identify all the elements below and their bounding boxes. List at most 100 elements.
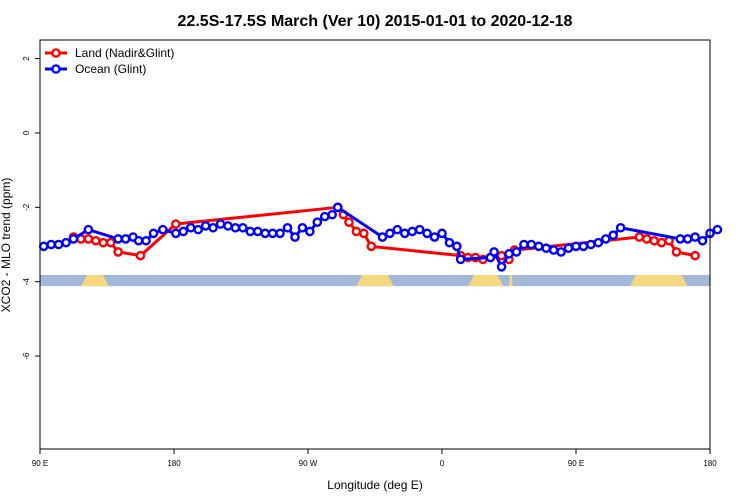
data-point bbox=[113, 234, 123, 244]
data-point bbox=[46, 239, 56, 250]
data-point bbox=[656, 237, 667, 248]
y-tick-label: 2 bbox=[22, 56, 31, 61]
data-point bbox=[608, 230, 619, 241]
data-point bbox=[238, 222, 248, 233]
data-point bbox=[489, 247, 499, 257]
data-point bbox=[98, 237, 109, 248]
data-point bbox=[533, 241, 544, 252]
land-band bbox=[80, 274, 109, 287]
data-point bbox=[200, 221, 211, 231]
data-point bbox=[571, 241, 581, 252]
data-point bbox=[113, 247, 123, 257]
x-tick-label: 90 E bbox=[568, 459, 584, 468]
plot-frame bbox=[39, 39, 711, 450]
data-point bbox=[359, 228, 369, 239]
data-point bbox=[193, 224, 203, 235]
data-point bbox=[671, 247, 682, 257]
x-tick-label: 180 bbox=[167, 459, 181, 468]
y-axis-label: XCO2 - MLO trend (ppm) bbox=[0, 178, 13, 313]
data-point bbox=[83, 234, 94, 244]
data-point bbox=[245, 226, 256, 237]
legend: Land (Nadir&Glint) Ocean (Glint) bbox=[45, 46, 174, 76]
data-point bbox=[399, 228, 410, 239]
data-point bbox=[615, 222, 626, 233]
data-point bbox=[252, 226, 263, 237]
data-point bbox=[690, 250, 700, 261]
data-point bbox=[171, 228, 181, 239]
data-point bbox=[712, 224, 723, 235]
data-point bbox=[392, 224, 403, 235]
data-point bbox=[422, 228, 432, 239]
land-band bbox=[468, 274, 504, 287]
data-point bbox=[185, 222, 196, 233]
data-point bbox=[578, 241, 589, 252]
data-point bbox=[437, 228, 447, 239]
data-point bbox=[377, 232, 388, 242]
x-axis-ticks: 90 E 180 90 W 0 90 E 180 bbox=[32, 449, 717, 468]
land-band bbox=[509, 274, 513, 287]
data-point bbox=[135, 250, 146, 261]
data-point bbox=[215, 219, 226, 229]
data-point bbox=[344, 217, 354, 227]
data-point bbox=[649, 235, 659, 246]
data-point bbox=[275, 228, 285, 239]
data-point bbox=[563, 243, 574, 254]
data-point bbox=[593, 237, 604, 248]
y-tick-label: -6 bbox=[22, 352, 31, 360]
data-point bbox=[366, 241, 377, 252]
data-point bbox=[53, 239, 64, 250]
data-point bbox=[541, 243, 552, 254]
data-point bbox=[141, 235, 151, 246]
data-point bbox=[444, 237, 455, 248]
data-series bbox=[38, 202, 723, 272]
data-point bbox=[105, 237, 116, 248]
data-point bbox=[319, 211, 330, 222]
data-point bbox=[312, 217, 323, 227]
x-tick-label: 0 bbox=[440, 459, 445, 468]
data-point bbox=[158, 224, 168, 235]
x-axis-label: Longitude (deg E) bbox=[327, 478, 422, 492]
x-tick-label: 180 bbox=[703, 459, 717, 468]
x-tick-label: 90 E bbox=[32, 459, 48, 468]
data-point bbox=[61, 237, 71, 248]
data-point bbox=[586, 239, 596, 250]
data-point bbox=[385, 228, 395, 239]
data-point bbox=[38, 241, 49, 252]
y-axis-ticks: 2 0 -2 -4 -6 bbox=[22, 56, 40, 360]
data-point bbox=[556, 247, 566, 257]
y-tick-label: -4 bbox=[22, 278, 31, 286]
chart-title: 22.5S-17.5S March (Ver 10) 2015-01-01 to… bbox=[178, 13, 573, 30]
data-point bbox=[414, 224, 425, 235]
series-1 bbox=[38, 202, 723, 272]
data-point bbox=[697, 235, 708, 246]
legend-label: Ocean (Glint) bbox=[75, 62, 146, 76]
data-point bbox=[351, 226, 362, 237]
data-point bbox=[230, 222, 241, 233]
y-tick-label: -2 bbox=[22, 203, 31, 211]
data-point bbox=[68, 234, 79, 244]
data-point bbox=[496, 250, 507, 261]
data-point bbox=[282, 222, 293, 233]
data-point bbox=[91, 235, 101, 246]
data-point bbox=[548, 245, 559, 255]
data-point bbox=[429, 232, 440, 242]
data-point bbox=[452, 241, 462, 252]
legend-marker bbox=[51, 64, 61, 74]
data-point bbox=[290, 232, 300, 242]
data-point bbox=[682, 234, 693, 244]
data-point bbox=[133, 235, 144, 246]
data-point bbox=[455, 254, 466, 265]
x-tick-label: 90 W bbox=[299, 459, 318, 468]
data-point bbox=[600, 234, 611, 244]
data-point bbox=[208, 222, 218, 233]
data-point bbox=[496, 262, 507, 272]
data-point bbox=[504, 248, 514, 259]
data-point bbox=[327, 209, 337, 220]
surface-type-strip bbox=[40, 274, 710, 287]
data-point bbox=[305, 226, 315, 237]
data-point bbox=[634, 232, 645, 242]
legend-label: Land (Nadir&Glint) bbox=[75, 46, 174, 60]
data-point bbox=[223, 221, 233, 231]
data-point bbox=[675, 234, 686, 244]
